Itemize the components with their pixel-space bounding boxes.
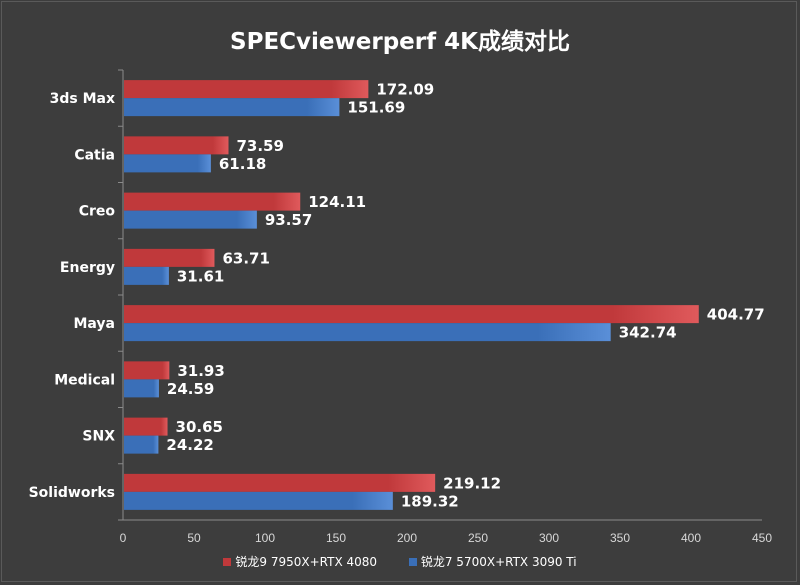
x-tick-label: 50	[187, 531, 201, 545]
data-label: 73.59	[236, 137, 283, 155]
category-label: 3ds Max	[50, 91, 115, 107]
bar-series-2	[124, 323, 611, 342]
legend-item-series-1: 锐龙9 7950X+RTX 4080	[223, 553, 377, 570]
bar-series-1	[124, 80, 369, 99]
bar-series-1	[124, 248, 215, 267]
legend: 锐龙9 7950X+RTX 4080 锐龙7 5700X+RTX 3090 Ti	[0, 553, 800, 570]
data-label: 189.32	[401, 492, 459, 510]
category-label: Solidworks	[29, 485, 115, 501]
bar-series-2	[124, 266, 169, 285]
x-tick-label: 200	[397, 531, 417, 545]
x-tick-label: 150	[326, 531, 346, 545]
data-label: 93.57	[265, 211, 312, 229]
data-label: 342.74	[619, 324, 677, 342]
bar-series-1	[124, 305, 699, 324]
bar-series-2	[124, 154, 211, 173]
category-label: Medical	[54, 372, 115, 388]
bar-series-1	[124, 361, 170, 380]
legend-label-series-2: 锐龙7 5700X+RTX 3090 Ti	[420, 555, 577, 569]
bar-series-1	[124, 192, 301, 211]
x-tick-label: 450	[752, 531, 772, 545]
bar-series-1	[124, 136, 229, 155]
data-label: 151.69	[347, 99, 405, 117]
legend-item-series-2: 锐龙7 5700X+RTX 3090 Ti	[408, 553, 577, 570]
bar-series-2	[124, 435, 159, 454]
x-tick-label: 100	[255, 531, 275, 545]
x-tick-label: 250	[468, 531, 488, 545]
data-label: 61.18	[219, 155, 266, 173]
x-tick-label: 350	[610, 531, 630, 545]
bar-series-2	[124, 379, 159, 398]
legend-label-series-1: 锐龙9 7950X+RTX 4080	[235, 555, 378, 569]
data-label: 124.11	[308, 193, 366, 211]
data-label: 31.93	[177, 362, 224, 380]
bar-series-2	[124, 98, 340, 117]
chart-title: SPECviewerperf 4K成绩对比	[230, 29, 570, 55]
legend-swatch-series-2	[408, 558, 417, 566]
data-label: 219.12	[443, 474, 501, 492]
data-label: 404.77	[707, 306, 765, 324]
bar-series-1	[124, 473, 436, 492]
x-tick-label: 400	[681, 531, 701, 545]
bar-series-2	[124, 210, 257, 229]
x-tick-label: 0	[120, 531, 127, 545]
category-label: Creo	[79, 204, 116, 220]
category-label: Catia	[74, 147, 115, 163]
category-label: Energy	[60, 260, 115, 276]
data-label: 24.22	[166, 436, 213, 454]
data-label: 172.09	[376, 81, 434, 99]
bar-series-2	[124, 491, 393, 510]
data-label: 63.71	[222, 249, 269, 267]
data-label: 31.61	[177, 267, 224, 285]
category-label: SNX	[82, 429, 115, 445]
legend-swatch-series-1	[223, 558, 232, 566]
category-label: Maya	[73, 316, 115, 332]
bar-series-1	[124, 417, 168, 436]
x-tick-label: 300	[539, 531, 559, 545]
data-label: 30.65	[176, 418, 223, 436]
data-label: 24.59	[167, 380, 214, 398]
